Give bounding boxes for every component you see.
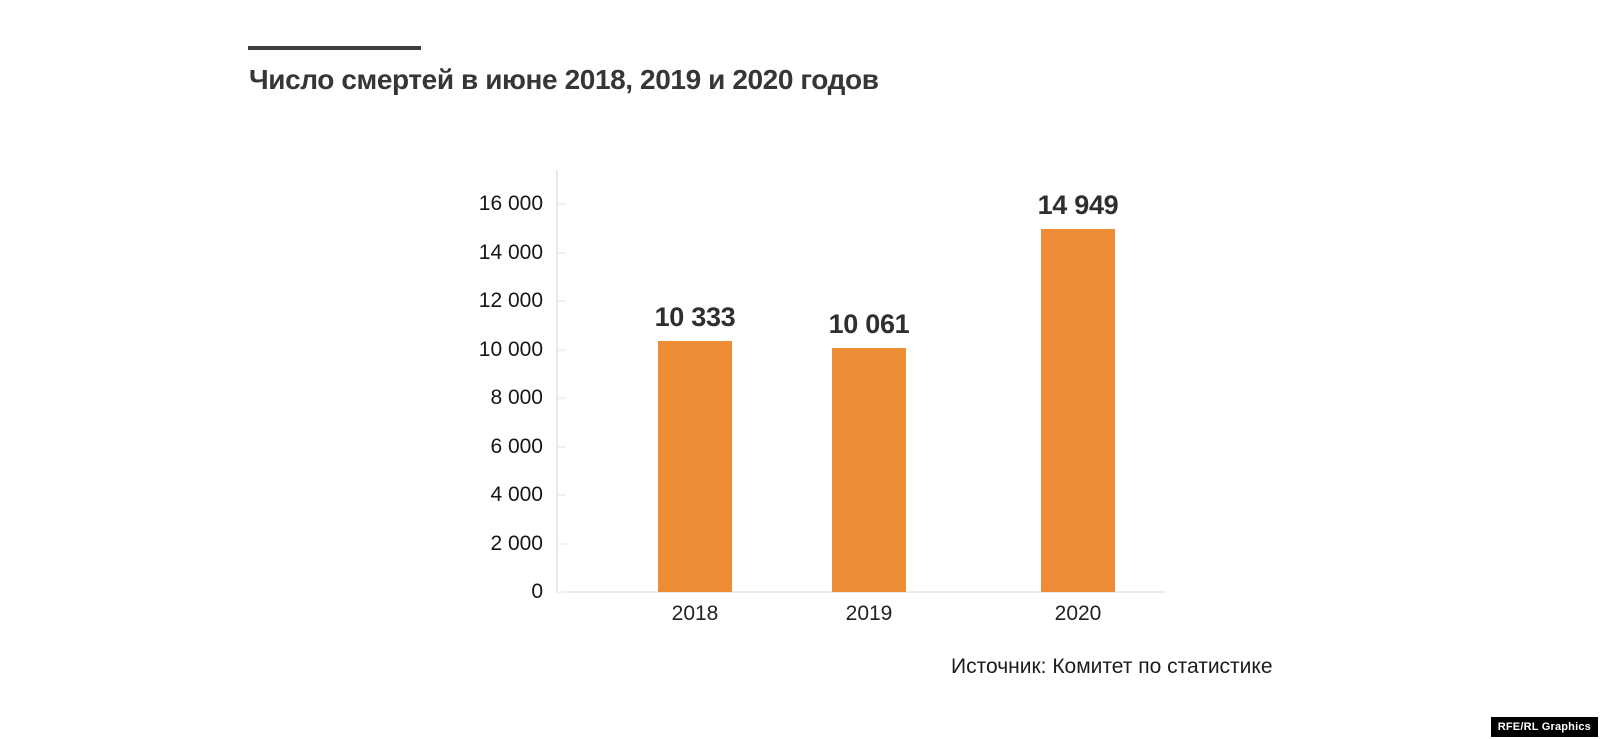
- y-axis-tick-mark: [558, 348, 566, 351]
- title-accent-rule: [248, 46, 421, 50]
- bar-2019: [832, 348, 906, 592]
- x-axis-label: 2019: [845, 602, 893, 625]
- y-axis-tick-mark: [558, 542, 566, 545]
- y-axis-tick-mark: [558, 494, 566, 496]
- bar-value-label: 10 061: [828, 309, 910, 339]
- bar-2018: [658, 341, 732, 592]
- y-axis-tick-mark: [558, 203, 566, 205]
- y-axis-tick-mark: [558, 591, 566, 593]
- y-axis-tick-mark: [558, 251, 566, 254]
- y-axis-tick-label: 2 000: [490, 531, 543, 555]
- y-axis-tick-mark: [558, 300, 566, 302]
- y-axis-tick-label: 0: [531, 580, 543, 603]
- source-note: Источник: Комитет по статистике: [951, 655, 1273, 678]
- y-axis-line: [556, 170, 558, 593]
- y-axis-tick-label: 10 000: [478, 337, 543, 361]
- y-axis-tick-mark: [558, 397, 566, 399]
- chart-title: Число смертей в июне 2018, 2019 и 2020 г…: [249, 64, 879, 95]
- y-axis-tick-label: 12 000: [478, 289, 543, 312]
- x-axis-baseline: [556, 591, 1166, 593]
- bar-value-label: 10 333: [654, 302, 736, 332]
- y-axis-tick-label: 6 000: [490, 434, 543, 458]
- y-axis-tick-label: 14 000: [478, 240, 543, 264]
- credit-badge: RFE/RL Graphics: [1490, 717, 1598, 737]
- y-axis-tick-label: 16 000: [478, 192, 543, 215]
- y-axis-tick-mark: [558, 445, 566, 448]
- y-axis-tick-label: 8 000: [490, 386, 543, 409]
- x-axis-label: 2020: [1054, 602, 1102, 625]
- x-axis-label: 2018: [671, 602, 719, 625]
- bar-value-label: 14 949: [1037, 190, 1119, 220]
- bar-2020: [1041, 229, 1115, 592]
- y-axis-tick-label: 4 000: [490, 483, 543, 506]
